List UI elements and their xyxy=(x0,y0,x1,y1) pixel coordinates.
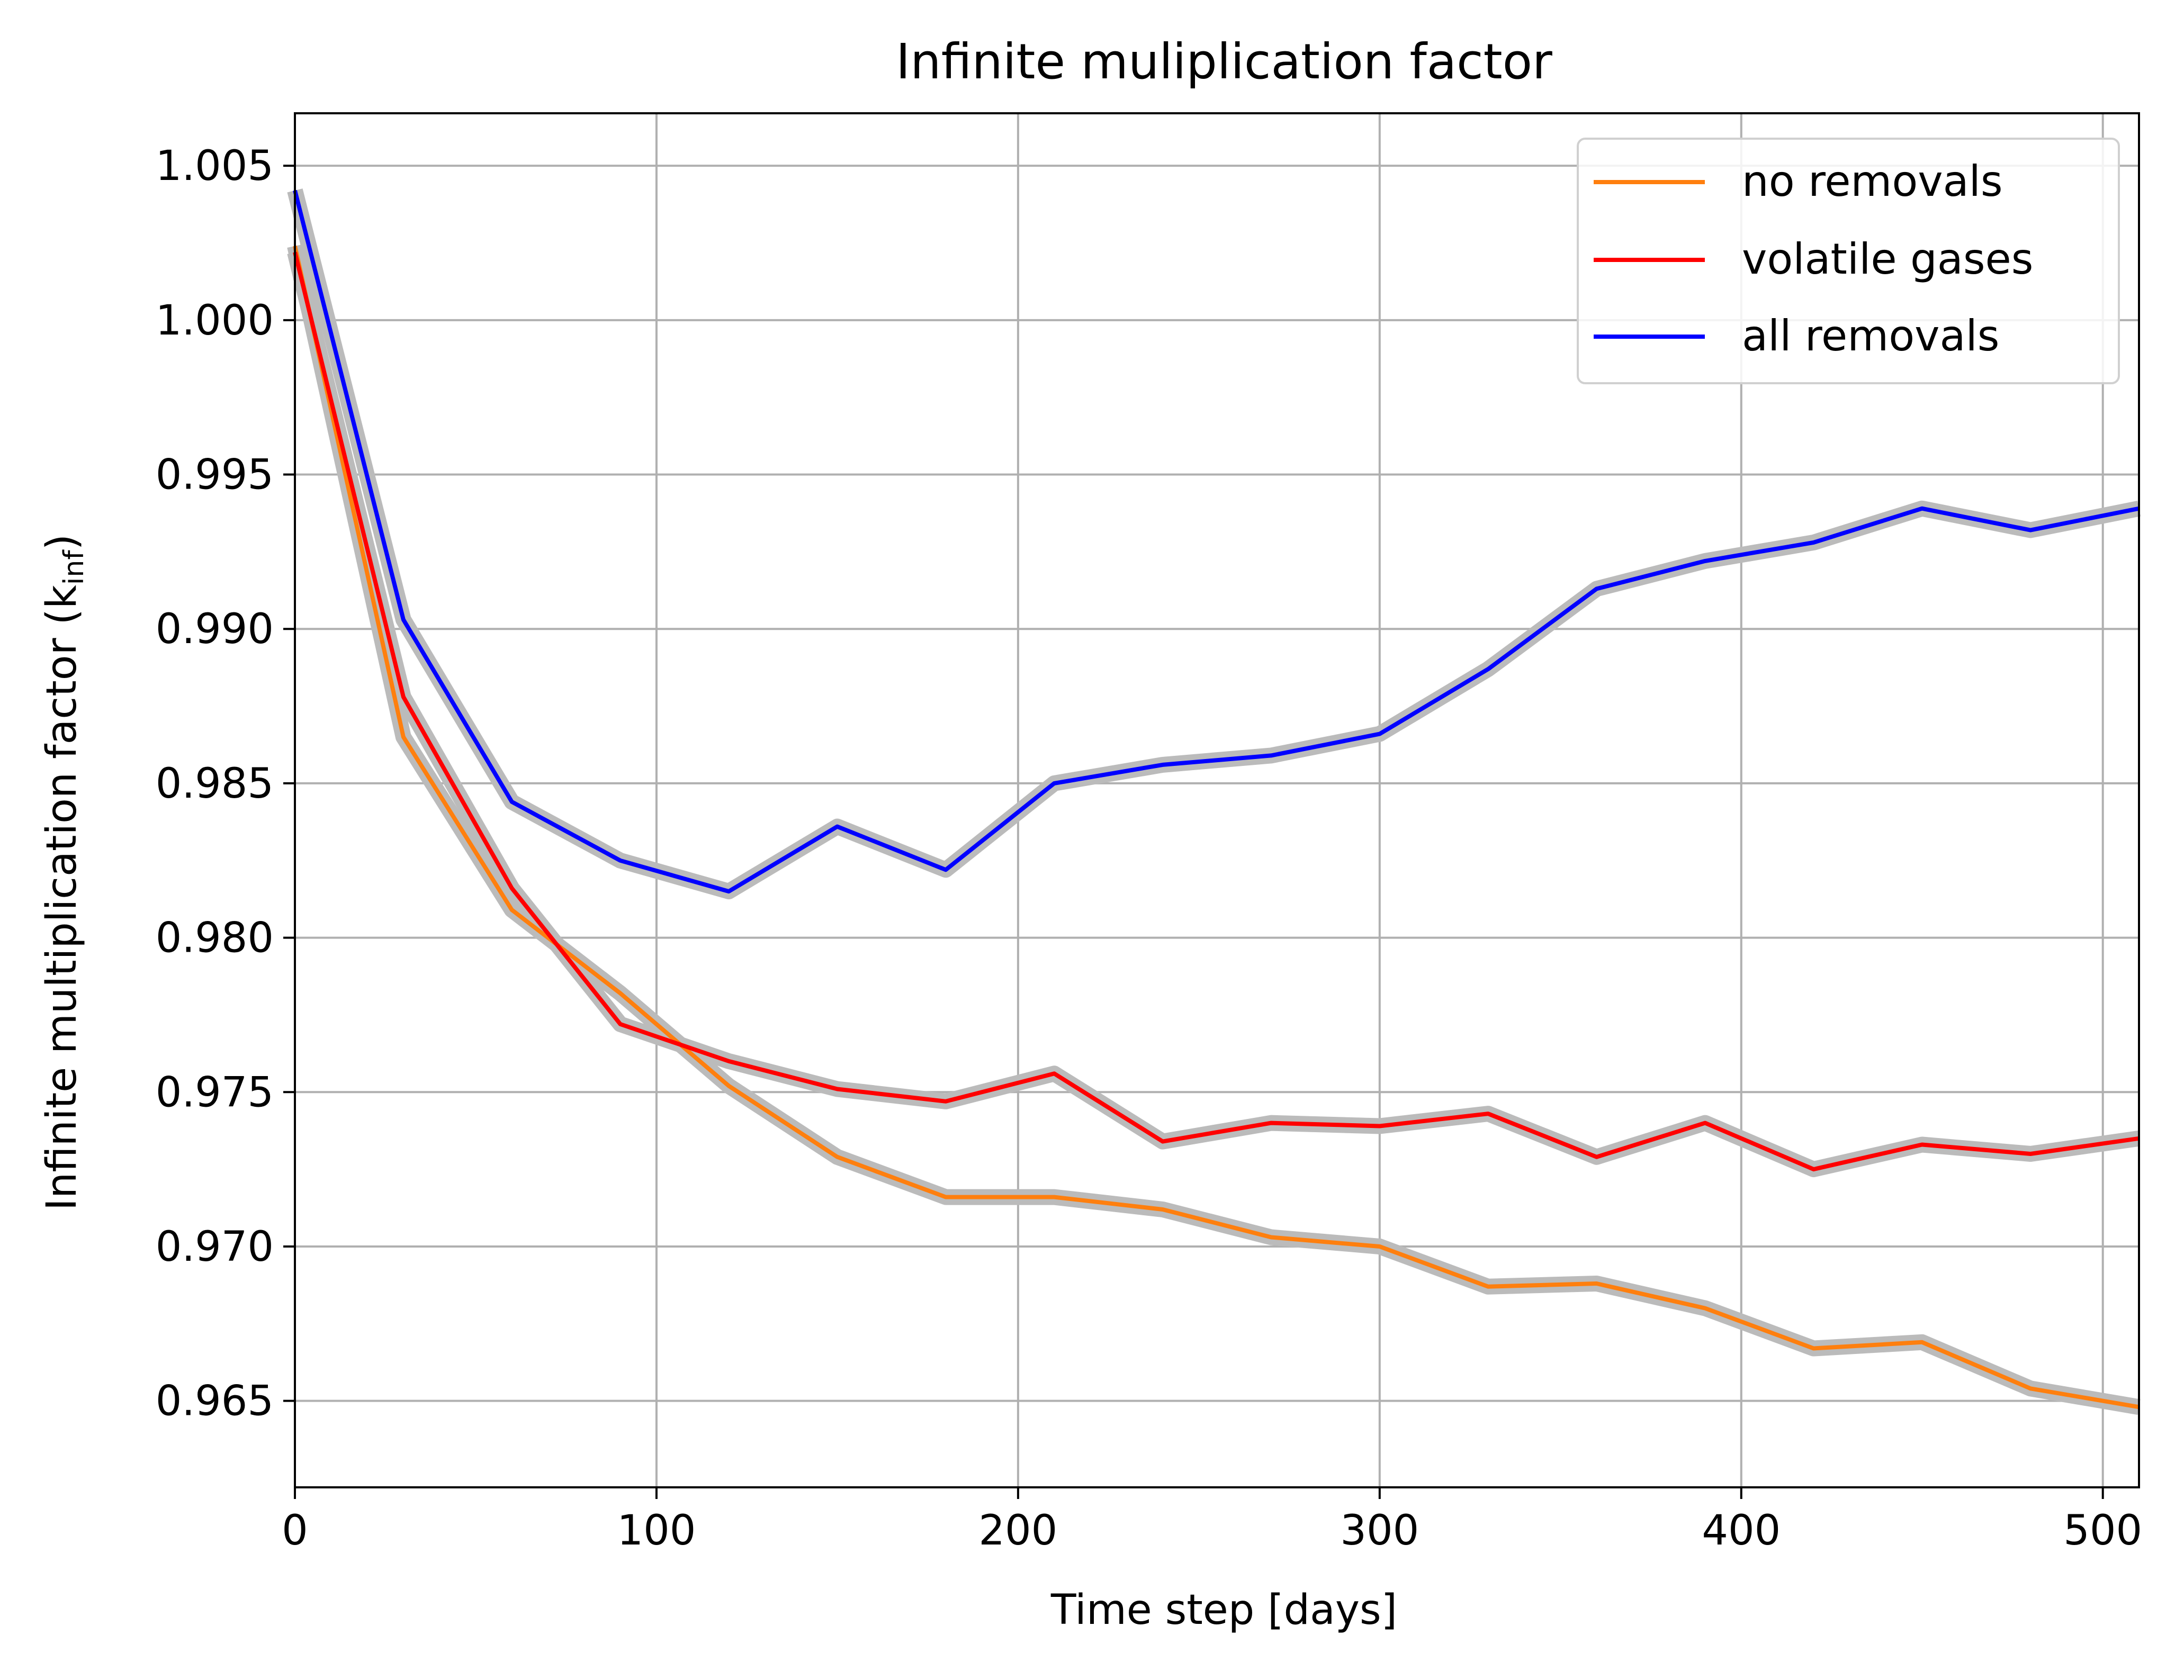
y-tick-label: 0.980 xyxy=(156,915,274,962)
x-axis-label: Time step [days] xyxy=(1050,1586,1397,1634)
y-tick-label: 1.005 xyxy=(156,142,274,190)
y-tick-label: 0.985 xyxy=(156,760,274,808)
x-tick-label: 0 xyxy=(282,1507,308,1555)
chart-title: Infinite muliplication factor xyxy=(896,33,1552,90)
y-tick-label: 0.995 xyxy=(156,451,274,499)
series-line-volatile-gases xyxy=(293,251,2140,1172)
y-axis-label-main: Infinite multiplication factor (k xyxy=(38,585,86,1211)
legend-label-no-removals: no removals xyxy=(1742,157,2003,206)
x-tick-label: 300 xyxy=(1340,1507,1419,1555)
legend-label-volatile-gases: volatile gases xyxy=(1742,234,2033,284)
x-tick-label: 500 xyxy=(2063,1507,2142,1555)
series-line-all-removals xyxy=(293,189,2140,894)
legend: no removals volatile gases all removals xyxy=(1577,138,2120,384)
y-tick-label: 1.000 xyxy=(156,297,274,345)
series-line-no-removals xyxy=(293,245,2140,1410)
plot-frame xyxy=(294,112,2140,1488)
series-lines xyxy=(293,189,2140,1410)
legend-label-all-removals: all removals xyxy=(1742,311,1999,360)
y-axis-label-close: ) xyxy=(38,534,86,550)
y-tick-label: 0.970 xyxy=(156,1223,274,1271)
x-tick-label: 200 xyxy=(978,1507,1057,1555)
y-tick-label: 0.965 xyxy=(156,1378,274,1425)
grid-lines xyxy=(294,113,2139,1487)
x-tick-label: 100 xyxy=(617,1507,696,1555)
y-axis-label: Infinite multiplication factor (kinf) xyxy=(38,534,90,1211)
y-tick-label: 0.990 xyxy=(156,606,274,653)
y-tick-label: 0.975 xyxy=(156,1069,274,1116)
axis-ticks: 0 100 200 300 400 500 0.965 0.970 0.975 0.980 0.98… xyxy=(156,142,2142,1555)
x-tick-label: 400 xyxy=(1702,1507,1781,1555)
legend-box xyxy=(1577,138,2120,384)
y-axis-label-subscript: inf xyxy=(58,549,90,585)
